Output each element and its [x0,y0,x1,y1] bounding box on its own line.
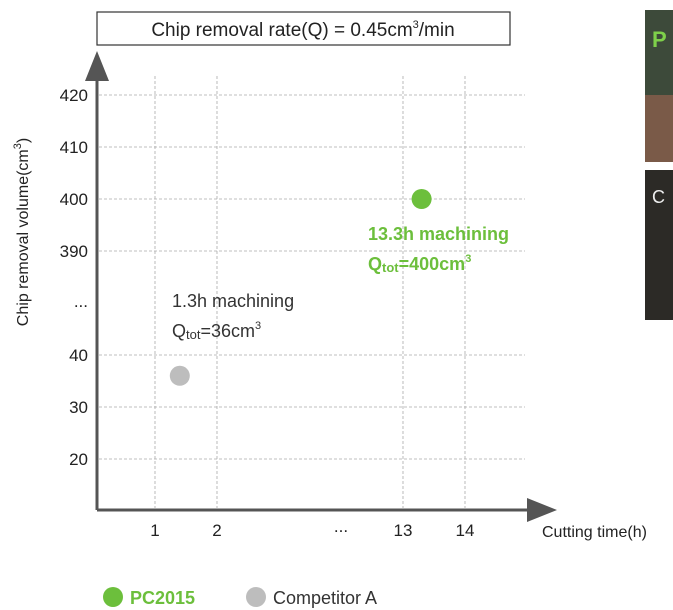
data-point [412,189,432,209]
annotation-formula-part: =36cm [200,321,255,341]
y-tick-label: 390 [60,242,88,261]
x-axis-label: Cutting time(h) [542,524,647,541]
y-tick-label: 420 [60,86,88,105]
x-break-label: ... [334,517,348,536]
thumbnail-label: P [652,27,667,52]
legend-label: Competitor A [273,588,377,608]
legend-marker [103,587,123,607]
annotation-formula-part: tot [382,260,399,275]
thumbnail-label: C [652,187,665,207]
x-tick-label: 1 [150,521,159,540]
annotation-formula-part: tot [186,327,201,342]
legend-marker [246,587,266,607]
chart-title: Chip removal rate(Q) = 0.45cm3/min [151,19,454,41]
legend-label: PC2015 [130,588,195,608]
annotation: 13.3h machining [368,224,509,244]
annotation-formula: Qtot=400cm3 [368,253,471,275]
thumbnail-detail [645,95,673,162]
y-tick-label: 400 [60,190,88,209]
annotation-formula-part: 3 [255,320,261,332]
annotation-formula-part: 3 [465,253,471,265]
y-tick-label: 410 [60,138,88,157]
x-tick-label: 13 [394,521,413,540]
x-tick-label: 2 [212,521,221,540]
chart-title-part: Chip removal rate(Q) = 0.45cm [151,20,412,41]
chart: P C Chip removal rate(Q) = 0.45cm3/minCh… [0,0,673,610]
annotation-formula-part: Q [368,254,382,274]
y-tick-label: 30 [69,398,88,417]
y-axis-label: Chip removal volume(cm3) [12,138,32,326]
chart-title-part: /min [419,20,455,41]
y-break-label: ... [74,292,88,311]
annotation-formula: Qtot=36cm3 [172,320,261,342]
y-axis-label-part: ) [15,138,32,143]
annotation-formula-part: =400cm [399,254,466,274]
y-tick-label: 40 [69,346,88,365]
y-tick-label: 20 [69,450,88,469]
y-axis-label-part: Chip removal volume(cm [15,149,32,326]
annotation-formula-part: Q [172,321,186,341]
annotation: 1.3h machining [172,291,294,311]
x-tick-label: 14 [456,521,475,540]
data-point [170,366,190,386]
